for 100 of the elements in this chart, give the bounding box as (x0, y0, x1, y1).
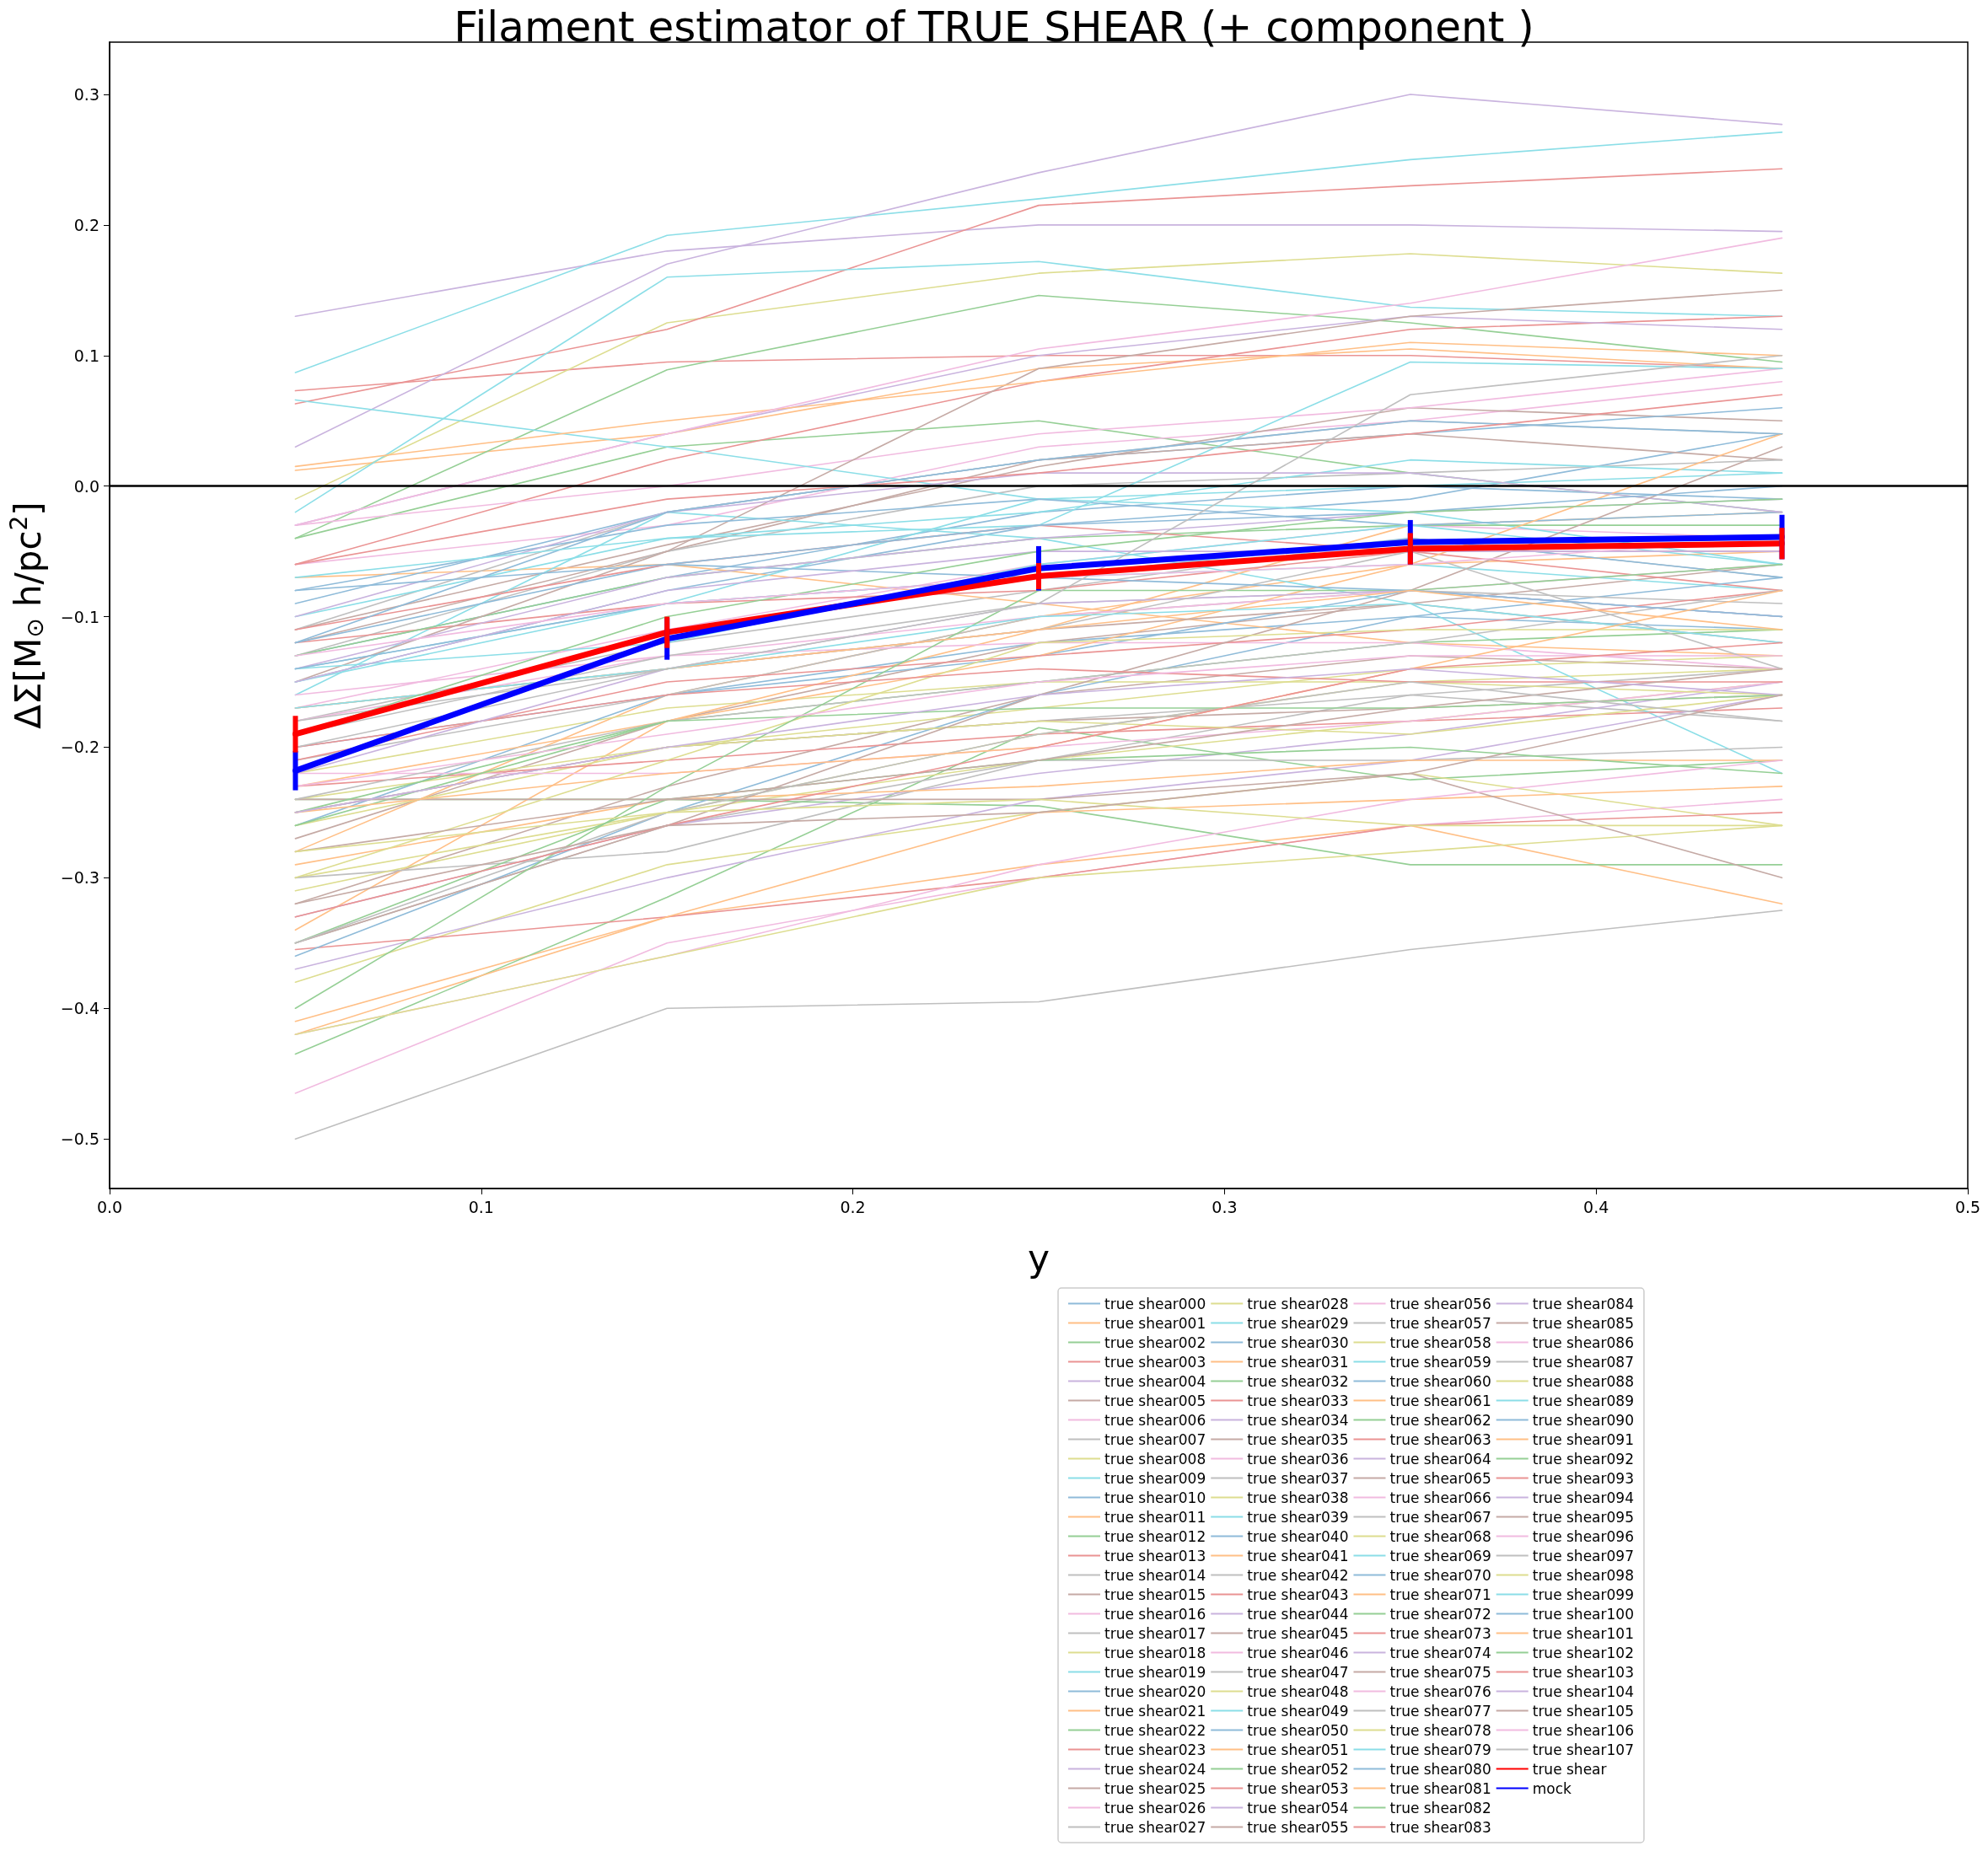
legend-label: true shear036 (1247, 1450, 1349, 1468)
legend-label: true shear072 (1389, 1605, 1491, 1623)
legend-label: true shear089 (1532, 1392, 1634, 1409)
legend-label: true shear008 (1104, 1450, 1206, 1468)
legend-label: true shear004 (1104, 1372, 1206, 1390)
legend-label: true shear035 (1247, 1430, 1349, 1448)
legend-label: true shear107 (1532, 1741, 1634, 1758)
legend-label: true shear029 (1247, 1314, 1349, 1332)
legend-label: true shear022 (1104, 1721, 1206, 1739)
legend-label: true shear005 (1104, 1392, 1206, 1409)
legend-label: true shear021 (1104, 1702, 1206, 1720)
legend-label: true shear026 (1104, 1799, 1206, 1816)
legend-label: true shear023 (1104, 1741, 1206, 1758)
legend-label: true shear085 (1532, 1314, 1634, 1332)
y-tick-label: −0.1 (60, 607, 99, 626)
legend-label: true shear040 (1247, 1527, 1349, 1545)
legend-label: true shear043 (1247, 1586, 1349, 1603)
legend-label: true shear056 (1389, 1295, 1491, 1312)
legend-label: true shear009 (1104, 1469, 1206, 1487)
legend-label: true shear098 (1532, 1566, 1634, 1584)
legend-label: true shear013 (1104, 1547, 1206, 1564)
y-tick-label: 0.3 (73, 84, 99, 104)
legend-label: true shear027 (1104, 1818, 1206, 1836)
legend-label: true shear010 (1104, 1489, 1206, 1506)
legend-label: true shear093 (1532, 1469, 1634, 1487)
legend-label: true shear032 (1247, 1372, 1349, 1390)
y-tick-label: 0.1 (73, 346, 99, 365)
y-tick-label: 0.2 (73, 215, 99, 234)
legend-label: true shear102 (1532, 1644, 1634, 1661)
legend-label: true shear053 (1247, 1779, 1349, 1797)
legend-label: true shear059 (1389, 1353, 1491, 1371)
legend-label: true shear106 (1532, 1721, 1634, 1739)
legend-label: true shear084 (1532, 1295, 1634, 1312)
legend-label: true shear031 (1247, 1353, 1349, 1371)
legend-label: true shear038 (1247, 1489, 1349, 1506)
legend-label: true shear045 (1247, 1624, 1349, 1642)
legend-label: true shear081 (1389, 1779, 1491, 1797)
legend-label: true shear076 (1389, 1682, 1491, 1700)
legend-label: true shear017 (1104, 1624, 1206, 1642)
y-tick-label: −0.5 (60, 1130, 99, 1149)
legend-label: true shear051 (1247, 1741, 1349, 1758)
legend-label: true shear099 (1532, 1586, 1634, 1603)
y-tick-label: −0.3 (60, 868, 99, 888)
x-axis-title: y (1027, 1236, 1050, 1280)
legend-label: true shear063 (1389, 1430, 1491, 1448)
y-tick-label: −0.4 (60, 999, 99, 1018)
legend-label: true shear067 (1389, 1508, 1491, 1526)
legend-label: true shear097 (1532, 1547, 1634, 1564)
legend-label: true shear050 (1247, 1721, 1349, 1739)
legend-label: true shear060 (1389, 1372, 1491, 1390)
chart-title: Filament estimator of TRUE SHEAR (+ component ) (454, 3, 1534, 51)
y-tick-label: 0.0 (73, 476, 99, 496)
legend-label: true shear086 (1532, 1333, 1634, 1351)
legend-label: true shear075 (1389, 1663, 1491, 1681)
legend-label: true shear057 (1389, 1314, 1491, 1332)
legend-label: true shear037 (1247, 1469, 1349, 1487)
y-axis-title: ΔΣ[M⊙ h/pc2] (4, 502, 49, 729)
legend-label: true shear046 (1247, 1644, 1349, 1661)
legend-label: true shear012 (1104, 1527, 1206, 1545)
legend-label: true shear091 (1532, 1430, 1634, 1448)
legend-label: true shear054 (1247, 1799, 1349, 1816)
legend-label: true shear071 (1389, 1586, 1491, 1603)
legend-label: true shear087 (1532, 1353, 1634, 1371)
legend-label: true shear090 (1532, 1411, 1634, 1429)
legend-label: true shear069 (1389, 1547, 1491, 1564)
legend-label: true shear033 (1247, 1392, 1349, 1409)
legend-label: true shear044 (1247, 1605, 1349, 1623)
x-tick-label: 0.1 (468, 1197, 494, 1216)
legend-label: true shear101 (1532, 1624, 1634, 1642)
legend-label: true shear077 (1389, 1702, 1491, 1720)
legend-label: true shear007 (1104, 1430, 1206, 1448)
legend-label: true shear068 (1389, 1527, 1491, 1545)
legend-label: true shear062 (1389, 1411, 1491, 1429)
legend-label: true shear100 (1532, 1605, 1634, 1623)
legend-label: true shear078 (1389, 1721, 1491, 1739)
x-tick-label: 0.2 (840, 1197, 866, 1216)
legend-label: true shear019 (1104, 1663, 1206, 1681)
legend-label: true shear079 (1389, 1741, 1491, 1758)
legend-label: true shear028 (1247, 1295, 1349, 1312)
legend-label: true shear (1532, 1760, 1607, 1778)
x-tick-label: 0.3 (1212, 1197, 1238, 1216)
legend-label: true shear055 (1247, 1818, 1349, 1836)
legend-label: true shear088 (1532, 1372, 1634, 1390)
legend-label: true shear034 (1247, 1411, 1349, 1429)
legend-label: true shear030 (1247, 1333, 1349, 1351)
x-tick-label: 0.5 (1954, 1197, 1981, 1216)
legend-label: true shear058 (1389, 1333, 1491, 1351)
legend-label: true shear039 (1247, 1508, 1349, 1526)
legend-label: true shear002 (1104, 1333, 1206, 1351)
legend-label: true shear020 (1104, 1682, 1206, 1700)
legend-label: true shear001 (1104, 1314, 1206, 1332)
legend-label: true shear024 (1104, 1760, 1206, 1778)
legend-label: true shear065 (1389, 1469, 1491, 1487)
legend-label: true shear073 (1389, 1624, 1491, 1642)
legend-label: true shear104 (1532, 1682, 1634, 1700)
legend-label: true shear066 (1389, 1489, 1491, 1506)
x-tick-label: 0.0 (96, 1197, 123, 1216)
legend-label: true shear047 (1247, 1663, 1349, 1681)
legend-label: true shear103 (1532, 1663, 1634, 1681)
legend-label: true shear052 (1247, 1760, 1349, 1778)
